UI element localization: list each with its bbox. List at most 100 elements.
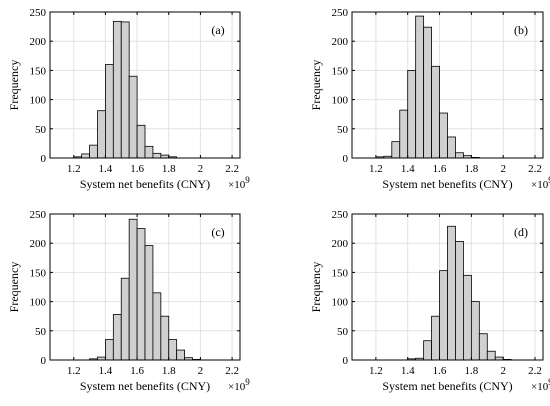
y-tick-label: 100 bbox=[30, 297, 47, 309]
panel-label: (c) bbox=[211, 225, 224, 239]
y-axis-label: Frequency bbox=[309, 262, 323, 313]
x-tick-label: 1.6 bbox=[130, 163, 144, 175]
x-tick-label: 1.6 bbox=[433, 365, 447, 377]
histogram-bar bbox=[105, 64, 114, 159]
x-tick-label: 1.8 bbox=[162, 163, 176, 175]
y-tick-label: 250 bbox=[332, 7, 349, 19]
x-tick-label: 2 bbox=[198, 163, 204, 175]
y-tick-label: 200 bbox=[30, 238, 47, 250]
histogram-bar bbox=[97, 110, 106, 159]
histogram-bar bbox=[423, 26, 432, 159]
histogram-bar bbox=[463, 274, 472, 361]
y-tick-label: 250 bbox=[30, 209, 47, 221]
y-tick-label: 0 bbox=[41, 355, 47, 367]
y-tick-label: 0 bbox=[41, 153, 47, 165]
y-tick-label: 150 bbox=[332, 267, 349, 279]
y-tick-label: 250 bbox=[30, 7, 47, 19]
histogram-bar bbox=[128, 218, 138, 361]
x-tick-label: 1.8 bbox=[465, 163, 479, 175]
histogram-panel-b: 1.2 1.4 1.6 1.8 2 2.2 0 50 100 150 200 250 (b) System… bbox=[309, 7, 550, 191]
y-tick-label: 100 bbox=[332, 95, 349, 107]
x-tick-label: 2.2 bbox=[528, 365, 542, 377]
histogram-bar bbox=[81, 153, 90, 159]
histogram-bar bbox=[136, 124, 146, 159]
histogram-bar bbox=[431, 65, 440, 159]
y-tick-label: 150 bbox=[30, 267, 47, 279]
y-tick-label: 150 bbox=[30, 65, 47, 77]
y-axis-label: Frequency bbox=[309, 60, 323, 111]
y-tick-label: 200 bbox=[332, 36, 349, 48]
axes-frame bbox=[351, 213, 544, 361]
axes-frame bbox=[49, 11, 241, 159]
x-tick-label: 2.2 bbox=[225, 365, 239, 377]
histogram-bar bbox=[144, 145, 154, 159]
histogram-panel-d: 1.2 1.4 1.6 1.8 2 2.2 0 50 100 150 200 250 (d) System… bbox=[309, 209, 550, 393]
histogram-bar bbox=[120, 21, 130, 159]
histogram-bar bbox=[105, 339, 114, 361]
histogram-bar bbox=[152, 292, 162, 361]
panel-label: (b) bbox=[514, 23, 528, 37]
x-axis-exponent: ×109 bbox=[228, 175, 250, 191]
x-tick-label: 1.4 bbox=[99, 365, 113, 377]
x-axis-exponent-power: 9 bbox=[548, 175, 550, 185]
histogram-bar bbox=[455, 241, 464, 361]
x-tick-label: 2 bbox=[500, 365, 506, 377]
histogram-bar bbox=[439, 112, 448, 159]
x-axis-exponent: ×109 bbox=[228, 377, 250, 393]
x-tick-label: 1.4 bbox=[401, 163, 415, 175]
histogram-bar bbox=[128, 75, 138, 159]
y-tick-label: 150 bbox=[332, 65, 349, 77]
histogram-bar bbox=[486, 350, 496, 361]
histogram-bar bbox=[470, 301, 480, 361]
y-tick-label: 50 bbox=[337, 124, 349, 136]
x-tick-label: 1.4 bbox=[99, 163, 113, 175]
x-tick-label: 1.6 bbox=[433, 163, 447, 175]
x-tick-label: 2.2 bbox=[528, 163, 542, 175]
histogram-bar bbox=[89, 144, 98, 159]
y-tick-label: 200 bbox=[332, 238, 349, 250]
axes-frame bbox=[351, 11, 544, 159]
y-axis-label: Frequency bbox=[7, 60, 21, 111]
x-axis-label: System net benefits (CNY) bbox=[80, 379, 210, 393]
x-axis-label: System net benefits (CNY) bbox=[382, 379, 512, 393]
y-tick-label: 50 bbox=[35, 124, 47, 136]
y-tick-label: 0 bbox=[343, 153, 349, 165]
histogram-bar bbox=[399, 109, 409, 159]
histogram-panel-a: 1.2 1.4 1.6 1.8 2 2.2 0 50 100 150 200 250 (a) System… bbox=[7, 7, 250, 191]
y-tick-label: 50 bbox=[337, 326, 349, 338]
histogram-bar bbox=[136, 228, 146, 361]
histogram-bar bbox=[407, 70, 417, 159]
x-tick-label: 1.4 bbox=[401, 365, 415, 377]
histogram-bar bbox=[431, 315, 440, 361]
histogram-bar bbox=[120, 277, 130, 361]
histogram-bar bbox=[455, 152, 464, 159]
histogram-bar bbox=[144, 245, 154, 361]
x-axis-exponent-power: 9 bbox=[548, 377, 550, 387]
histogram-bar bbox=[112, 314, 122, 361]
y-tick-label: 0 bbox=[343, 355, 349, 367]
x-axis-exponent: ×109 bbox=[531, 175, 550, 191]
y-tick-label: 250 bbox=[332, 209, 349, 221]
histogram-bar bbox=[478, 333, 488, 361]
panel-label: (d) bbox=[514, 225, 528, 239]
histogram-bar bbox=[439, 270, 448, 361]
x-tick-label: 2 bbox=[198, 365, 204, 377]
x-tick-label: 2.2 bbox=[225, 163, 239, 175]
histogram-panel-c: 1.2 1.4 1.6 1.8 2 2.2 0 50 100 150 200 250 (c) System… bbox=[7, 209, 250, 393]
histogram-bar bbox=[112, 20, 122, 159]
histogram-bar bbox=[447, 136, 456, 159]
panel-label: (a) bbox=[211, 23, 224, 37]
histogram-bar bbox=[415, 15, 425, 159]
histogram-bar bbox=[152, 152, 162, 159]
y-tick-label: 100 bbox=[30, 95, 47, 107]
y-tick-label: 100 bbox=[332, 297, 349, 309]
x-tick-label: 1.8 bbox=[162, 365, 176, 377]
x-tick-label: 2 bbox=[500, 163, 506, 175]
histogram-bar bbox=[176, 349, 185, 361]
x-tick-label: 1.2 bbox=[67, 163, 81, 175]
histogram-bar bbox=[447, 225, 456, 361]
histogram-bar bbox=[160, 315, 170, 361]
x-tick-label: 1.2 bbox=[369, 365, 383, 377]
axes-frame bbox=[49, 213, 241, 361]
